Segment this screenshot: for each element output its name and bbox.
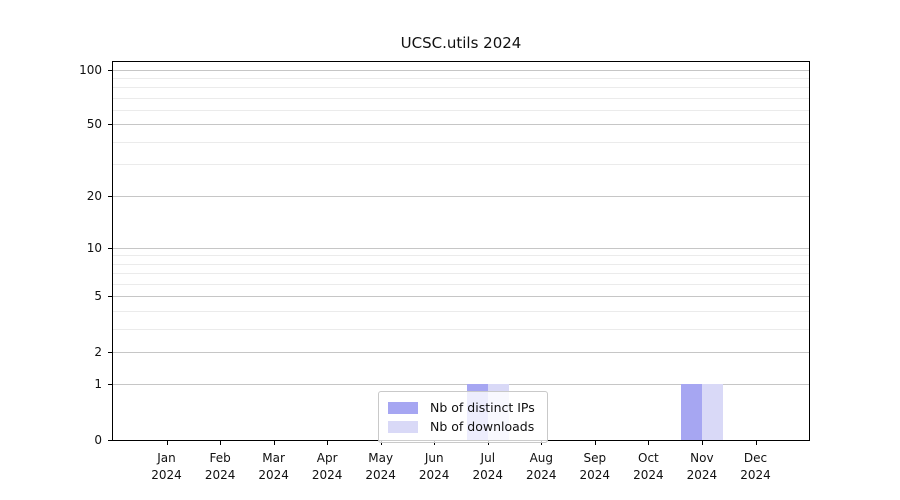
chart-title: UCSC.utils 2024: [400, 34, 522, 52]
gridline-minor: [113, 164, 809, 166]
x-tick-label: Jul 2024: [472, 451, 504, 483]
x-tick-mark: [166, 441, 168, 445]
x-tick-label: Oct 2024: [633, 451, 664, 483]
gridline-major: [113, 351, 809, 353]
y-tick-label: 0: [94, 433, 102, 447]
gridline-major: [113, 296, 809, 298]
x-tick-label: Feb 2024: [204, 451, 236, 483]
y-tick-mark: [108, 384, 112, 386]
x-tick-mark: [541, 441, 543, 445]
plot-area: [112, 61, 810, 441]
x-tick-mark: [327, 441, 329, 445]
x-tick-mark: [380, 441, 382, 445]
x-tick-mark: [755, 441, 757, 445]
bar-distinct-ips: [680, 384, 702, 440]
y-tick-label: 5: [94, 289, 102, 304]
legend-item-distinct-ips: Nb of distinct IPs: [388, 398, 535, 417]
gridline-major: [113, 195, 809, 197]
gridline-major: [113, 124, 809, 126]
legend-label-downloads: Nb of downloads: [430, 419, 535, 434]
gridline-minor: [113, 263, 809, 265]
gridline-minor: [113, 141, 809, 143]
x-tick-label: Mar 2024: [258, 451, 289, 483]
x-tick-mark: [594, 441, 596, 445]
x-tick-label: May 2024: [365, 451, 396, 483]
x-tick-label: Sep 2024: [579, 451, 611, 483]
gridline-minor: [113, 273, 809, 275]
x-tick-mark: [220, 441, 222, 445]
x-tick-label: Aug 2024: [526, 451, 557, 483]
y-tick-label: 2: [94, 344, 102, 359]
y-tick-mark: [108, 69, 112, 71]
gridline-minor: [113, 310, 809, 312]
gridline-minor: [113, 328, 809, 330]
x-tick-label: Jun 2024: [418, 451, 450, 483]
legend-swatch-distinct-ips: [388, 401, 418, 414]
bar-downloads: [701, 384, 723, 440]
x-tick-mark: [701, 441, 703, 445]
gridline-minor: [113, 110, 809, 111]
y-tick-label: 1: [94, 377, 102, 392]
legend-swatch-downloads: [388, 420, 418, 433]
y-tick-mark: [108, 195, 112, 197]
gridline-minor: [113, 77, 809, 79]
y-tick-mark: [108, 124, 112, 126]
gridline-major: [113, 247, 809, 249]
legend-label-distinct-ips: Nb of distinct IPs: [430, 400, 535, 415]
gridline-minor: [113, 283, 809, 285]
y-tick-mark: [108, 247, 112, 249]
x-tick-mark: [648, 441, 650, 445]
y-tick-label: 20: [86, 188, 102, 203]
x-tick-label: Jan 2024: [151, 451, 182, 483]
x-tick-mark: [487, 441, 489, 445]
x-tick-mark: [273, 441, 275, 445]
x-tick-label: Apr 2024: [311, 451, 343, 483]
y-tick-label: 50: [86, 117, 102, 132]
gridline-minor: [113, 97, 809, 99]
x-tick-mark: [434, 441, 436, 445]
legend-item-downloads: Nb of downloads: [388, 417, 535, 436]
gridline-minor: [113, 87, 809, 89]
gridline-minor: [113, 255, 809, 257]
x-tick-label: Dec 2024: [740, 451, 771, 483]
gridline-major: [113, 384, 809, 386]
y-tick-label: 10: [86, 240, 102, 255]
y-tick-mark: [108, 296, 112, 298]
y-tick-label: 100: [79, 62, 102, 77]
y-tick-mark: [108, 440, 112, 441]
x-tick-label: Nov 2024: [686, 451, 718, 483]
legend: Nb of distinct IPs Nb of downloads: [378, 391, 548, 443]
y-tick-mark: [108, 351, 112, 353]
gridline-major: [113, 69, 809, 71]
